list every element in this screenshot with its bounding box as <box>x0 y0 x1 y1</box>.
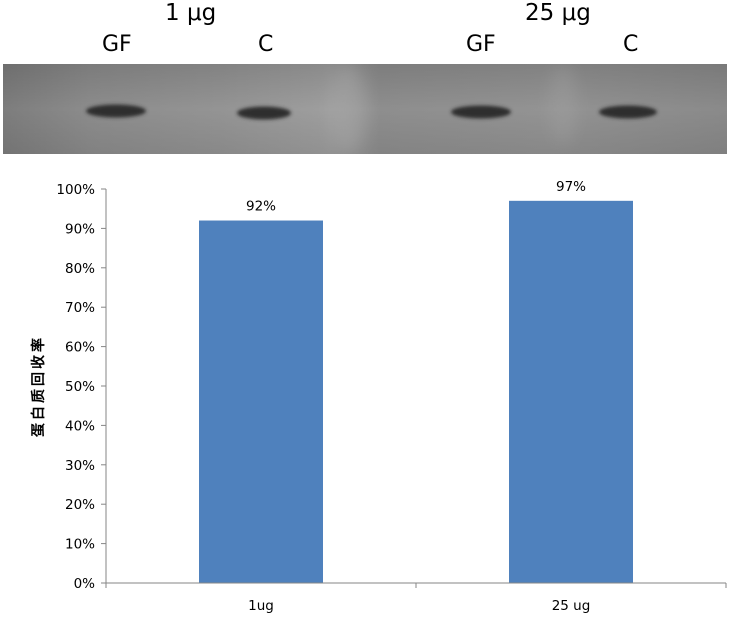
data-label-2: 97% <box>556 179 586 195</box>
lane-label-c-2: C <box>623 32 639 57</box>
y-axis-label: 蛋白质回收率 <box>30 335 47 437</box>
lane-label-gf-1: GF <box>102 32 132 57</box>
y-tick-label: 20% <box>65 497 95 513</box>
lane-label-c-1: C <box>258 32 274 57</box>
y-tick-label: 70% <box>65 300 95 316</box>
bar-chart: 0% 10% 20% 30% 40% 50% 60% 70% 80% 90% 100% 92% 97%… <box>30 179 727 614</box>
x-tick-label: 1ug <box>248 598 274 614</box>
y-tick-label: 0% <box>74 576 96 592</box>
y-tick-label: 40% <box>65 418 95 434</box>
data-label-1: 92% <box>246 199 276 215</box>
band-gf-25ug <box>451 105 511 119</box>
band-c-25ug <box>599 105 657 119</box>
y-tick-label: 100% <box>56 182 95 198</box>
y-tick-label: 60% <box>65 340 95 356</box>
band-c-1ug <box>237 106 291 120</box>
y-tick-label: 80% <box>65 261 95 277</box>
western-blot-image <box>3 64 727 154</box>
blot-labels: 1 μg 25 μg GF C GF C <box>0 0 730 64</box>
group-label-25ug: 25 μg <box>525 0 591 26</box>
x-axis: 1ug 25 ug <box>105 582 727 614</box>
bar-1 <box>199 220 323 583</box>
y-tick-label: 90% <box>65 221 95 237</box>
y-axis: 0% 10% 20% 30% 40% 50% 60% 70% 80% 90% 100% <box>56 182 107 592</box>
x-tick-label: 25 ug <box>552 598 591 614</box>
group-label-1ug: 1 μg <box>165 0 217 26</box>
y-tick-label: 30% <box>65 458 95 474</box>
band-gf-1ug <box>86 104 146 118</box>
y-tick-label: 10% <box>65 537 95 553</box>
bar-2 <box>509 200 633 583</box>
bars: 92% 97% <box>199 179 633 583</box>
lane-label-gf-2: GF <box>466 32 496 57</box>
y-tick-label: 50% <box>65 379 95 395</box>
